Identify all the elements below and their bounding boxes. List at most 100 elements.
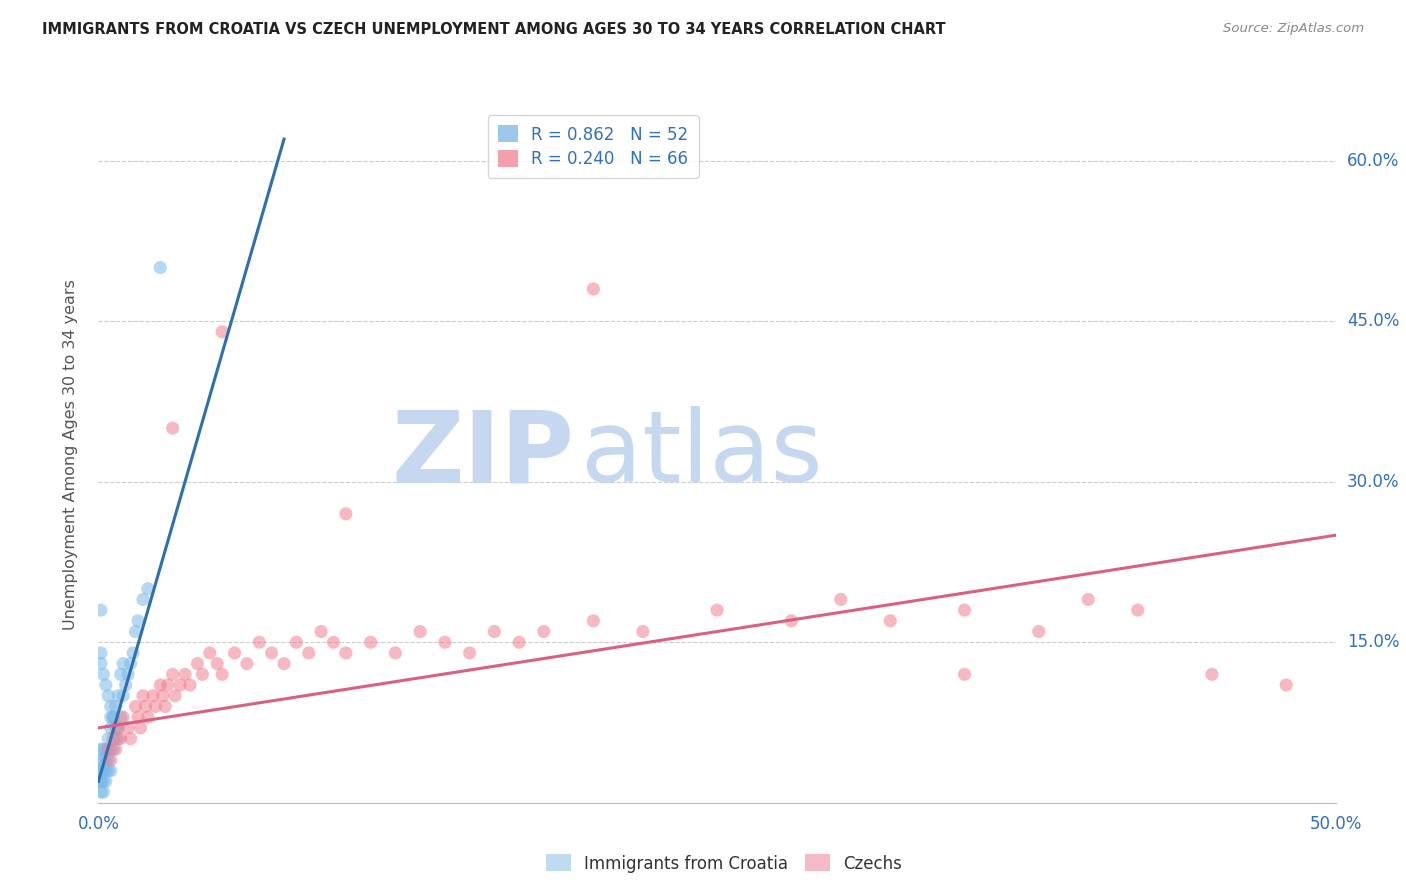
Point: [94, 678, 117, 692]
Point: [97, 753, 120, 767]
Point: [1126, 603, 1149, 617]
Point: [409, 624, 432, 639]
Point: [100, 742, 122, 756]
Point: [179, 678, 201, 692]
Point: [335, 646, 357, 660]
Text: ZIP: ZIP: [392, 407, 575, 503]
Point: [104, 742, 127, 756]
Point: [149, 260, 172, 275]
Point: [162, 421, 184, 435]
Point: [93, 742, 115, 756]
Point: [169, 678, 191, 692]
Point: [780, 614, 803, 628]
Point: [110, 731, 132, 746]
Point: [136, 582, 159, 596]
Point: [100, 721, 122, 735]
Point: [112, 710, 135, 724]
Point: [97, 731, 120, 746]
Point: [298, 646, 321, 660]
Point: [93, 764, 115, 778]
Point: [211, 667, 233, 681]
Point: [236, 657, 259, 671]
Point: [117, 721, 139, 735]
Point: [110, 710, 132, 724]
Point: [90, 774, 112, 789]
Point: [285, 635, 308, 649]
Point: [433, 635, 456, 649]
Point: [1077, 592, 1099, 607]
Point: [120, 731, 142, 746]
Point: [104, 721, 127, 735]
Point: [124, 624, 146, 639]
Point: [508, 635, 530, 649]
Point: [100, 699, 122, 714]
Point: [335, 507, 357, 521]
Point: [93, 667, 115, 681]
Point: [706, 603, 728, 617]
Point: [205, 657, 228, 671]
Point: [93, 774, 115, 789]
Point: [360, 635, 382, 649]
Point: [90, 774, 112, 789]
Point: [107, 731, 129, 746]
Point: [114, 678, 136, 692]
Point: [97, 742, 120, 756]
Point: [90, 603, 112, 617]
Point: [156, 678, 179, 692]
Text: 15.0%: 15.0%: [1347, 633, 1399, 651]
Point: [273, 657, 295, 671]
Point: [90, 764, 112, 778]
Point: [104, 699, 127, 714]
Point: [582, 614, 605, 628]
Point: [90, 742, 112, 756]
Point: [94, 742, 117, 756]
Point: [90, 657, 112, 671]
Point: [384, 646, 406, 660]
Point: [104, 731, 127, 746]
Point: [165, 689, 187, 703]
Point: [112, 657, 135, 671]
Point: [120, 657, 142, 671]
Point: [1028, 624, 1050, 639]
Point: [94, 764, 117, 778]
Text: 60.0%: 60.0%: [1347, 152, 1399, 169]
Point: [117, 667, 139, 681]
Point: [132, 592, 155, 607]
Point: [112, 689, 135, 703]
Point: [127, 710, 149, 724]
Point: [103, 742, 125, 756]
Text: atlas: atlas: [581, 407, 823, 503]
Point: [103, 731, 125, 746]
Point: [247, 635, 270, 649]
Point: [129, 721, 152, 735]
Point: [224, 646, 246, 660]
Point: [127, 614, 149, 628]
Point: [132, 689, 155, 703]
Point: [94, 774, 117, 789]
Point: [93, 785, 115, 799]
Point: [149, 678, 172, 692]
Point: [830, 592, 852, 607]
Point: [155, 699, 177, 714]
Point: [107, 721, 129, 735]
Point: [191, 667, 214, 681]
Point: [107, 689, 129, 703]
Point: [143, 699, 166, 714]
Point: [260, 646, 283, 660]
Point: [93, 753, 115, 767]
Point: [533, 624, 555, 639]
Point: [103, 710, 125, 724]
Point: [94, 753, 117, 767]
Point: [631, 624, 654, 639]
Point: [107, 721, 129, 735]
Point: [134, 699, 156, 714]
Point: [322, 635, 344, 649]
Point: [152, 689, 174, 703]
Point: [97, 689, 120, 703]
Point: [136, 710, 159, 724]
Point: [198, 646, 221, 660]
Legend: Immigrants from Croatia, Czechs: Immigrants from Croatia, Czechs: [540, 847, 908, 880]
Point: [90, 753, 112, 767]
Point: [97, 764, 120, 778]
Point: [103, 710, 125, 724]
